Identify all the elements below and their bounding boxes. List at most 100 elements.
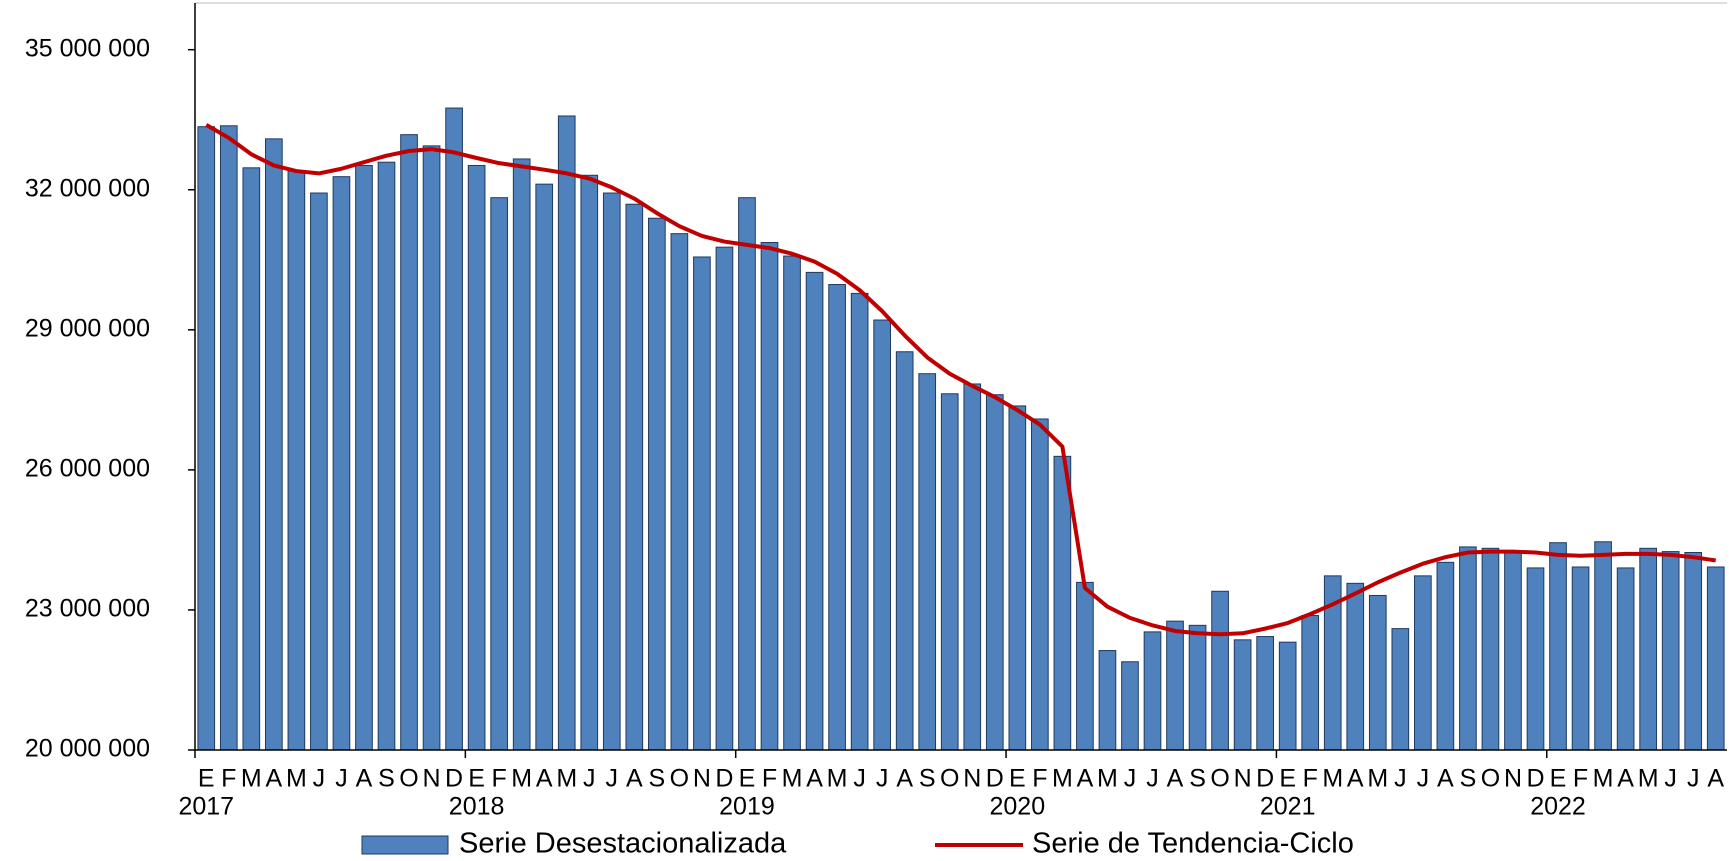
year-label: 2019 [719, 793, 775, 821]
x-tick-label: O [1210, 765, 1229, 793]
bar [1661, 551, 1680, 751]
x-tick-label: M [556, 765, 577, 793]
bar [1391, 628, 1410, 751]
x-tick-label: M [1322, 765, 1343, 793]
bar [693, 256, 711, 751]
bar [670, 233, 689, 751]
x-tick-label: A [356, 765, 373, 793]
x-tick-label: F [1303, 765, 1318, 793]
x-tick-label: O [940, 765, 959, 793]
bar [805, 271, 824, 751]
x-tick-label: F [492, 765, 507, 793]
x-tick-label: J [1417, 765, 1430, 793]
x-tick-label: S [378, 765, 395, 793]
bar [1301, 615, 1320, 751]
x-tick-label: N [423, 765, 441, 793]
bar [332, 176, 351, 751]
bar [648, 217, 666, 751]
x-tick-label: M [1367, 765, 1388, 793]
bar [1549, 542, 1567, 751]
bar [895, 351, 914, 751]
bar [1481, 547, 1500, 751]
bar [738, 197, 756, 751]
bar [1188, 624, 1207, 751]
x-tick-label: D [1256, 765, 1274, 793]
bar [1256, 636, 1274, 751]
x-tick-label: O [399, 765, 418, 793]
year-label: 2018 [449, 793, 505, 821]
x-tick-label: E [468, 765, 485, 793]
bar [242, 167, 261, 751]
bar [1571, 566, 1590, 751]
x-tick-label: D [715, 765, 733, 793]
year-label: 2017 [178, 793, 234, 821]
bar [400, 134, 418, 751]
x-tick-label: A [1077, 765, 1094, 793]
year-label: 2022 [1530, 793, 1586, 821]
x-tick-label: O [670, 765, 689, 793]
y-tick-label: 35 000 000 [25, 34, 150, 62]
bar [219, 125, 238, 751]
trend-line [205, 123, 1717, 637]
x-tick-label: M [511, 765, 532, 793]
x-tick-label: F [762, 765, 777, 793]
x-tick-label: N [963, 765, 981, 793]
x-tick-label: S [919, 765, 936, 793]
x-tick-label: A [1707, 765, 1724, 793]
x-tick-label: D [986, 765, 1004, 793]
x-tick-label: J [1664, 765, 1677, 793]
x-tick-label: A [1167, 765, 1184, 793]
bar [828, 284, 846, 751]
bar [355, 164, 373, 751]
x-tick-label: A [626, 765, 643, 793]
bar [625, 203, 644, 751]
bar [1278, 641, 1297, 751]
bar [1233, 639, 1252, 751]
x-tick-label: O [1481, 765, 1500, 793]
bar [985, 394, 1004, 751]
bar [963, 383, 982, 751]
bar [715, 246, 734, 751]
bar [1459, 546, 1477, 751]
bar [1121, 661, 1139, 751]
x-tick-label: N [1234, 765, 1252, 793]
x-tick-label: M [1097, 765, 1118, 793]
y-tick-label: 29 000 000 [25, 314, 150, 342]
bar [287, 170, 306, 751]
bar [1008, 405, 1027, 751]
x-tick-label: A [1437, 765, 1454, 793]
bar [918, 373, 937, 751]
bar [490, 197, 508, 751]
x-tick-label: E [1279, 765, 1296, 793]
x-tick-label: J [335, 765, 348, 793]
x-tick-label: M [241, 765, 262, 793]
bar [1346, 582, 1365, 751]
bar [850, 292, 869, 751]
x-tick-label: J [583, 765, 596, 793]
x-tick-label: S [649, 765, 666, 793]
x-tick-label: A [1347, 765, 1364, 793]
x-tick-label: A [536, 765, 553, 793]
bar [445, 107, 463, 751]
x-tick-label: A [1617, 765, 1634, 793]
bar [310, 192, 328, 751]
x-tick-label: E [739, 765, 756, 793]
bar [1594, 541, 1612, 751]
x-tick-label: S [1189, 765, 1206, 793]
bar [422, 145, 441, 751]
x-tick-label: A [896, 765, 913, 793]
legend-swatch [361, 835, 449, 855]
bar [535, 183, 554, 751]
bar [1684, 552, 1703, 751]
x-tick-label: J [1394, 765, 1407, 793]
x-tick-label: J [1124, 765, 1137, 793]
x-tick-label: E [1550, 765, 1567, 793]
y-tick-label: 20 000 000 [25, 735, 150, 763]
bar [1031, 418, 1049, 751]
x-tick-label: A [266, 765, 283, 793]
bar [1211, 590, 1229, 751]
bar [1504, 551, 1522, 751]
x-tick-label: J [876, 765, 889, 793]
bar [1616, 567, 1635, 751]
legend-label: Serie Desestacionalizada [459, 828, 787, 860]
